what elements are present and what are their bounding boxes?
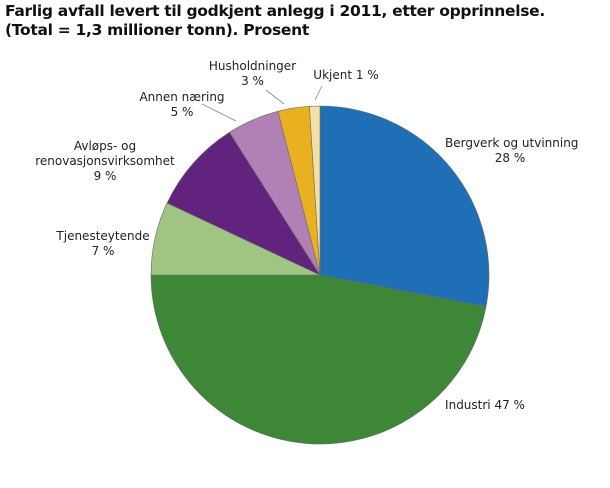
label-bergverk: Bergverk og utvinning 28 % bbox=[445, 136, 579, 165]
pie-slice-avløps-og-renovasjonsvirksomhet bbox=[166, 131, 321, 276]
label-industri: Industri 47 % bbox=[445, 398, 525, 412]
leader-line-ukjent bbox=[314, 85, 323, 101]
leader-line-annen bbox=[201, 103, 237, 122]
pie-slice-bergverk-og-utvinning bbox=[319, 105, 490, 308]
pie-slice-ukjent bbox=[309, 105, 321, 276]
chart-title: Farlig avfall levert til godkjent anlegg… bbox=[5, 2, 545, 40]
label-husholdninger: Husholdninger 3 % bbox=[208, 59, 297, 88]
leader-lines bbox=[201, 85, 323, 122]
label-annen-naering: Annen næring 5 % bbox=[139, 90, 225, 119]
label-ukjent: Ukjent 1 % bbox=[313, 68, 379, 82]
label-tjenesteytende: Tjenesteytende 7 % bbox=[56, 229, 150, 258]
leader-line-husholdninger bbox=[265, 89, 285, 105]
pie-slices bbox=[150, 105, 490, 445]
label-avlops: Avløps- og renovasjonsvirksomhet 9 % bbox=[35, 139, 175, 183]
chart-title-line1: Farlig avfall levert til godkjent anlegg… bbox=[5, 2, 545, 20]
chart-title-line2: (Total = 1,3 millioner tonn). Prosent bbox=[5, 21, 309, 39]
pie-slice-industri bbox=[150, 274, 487, 445]
